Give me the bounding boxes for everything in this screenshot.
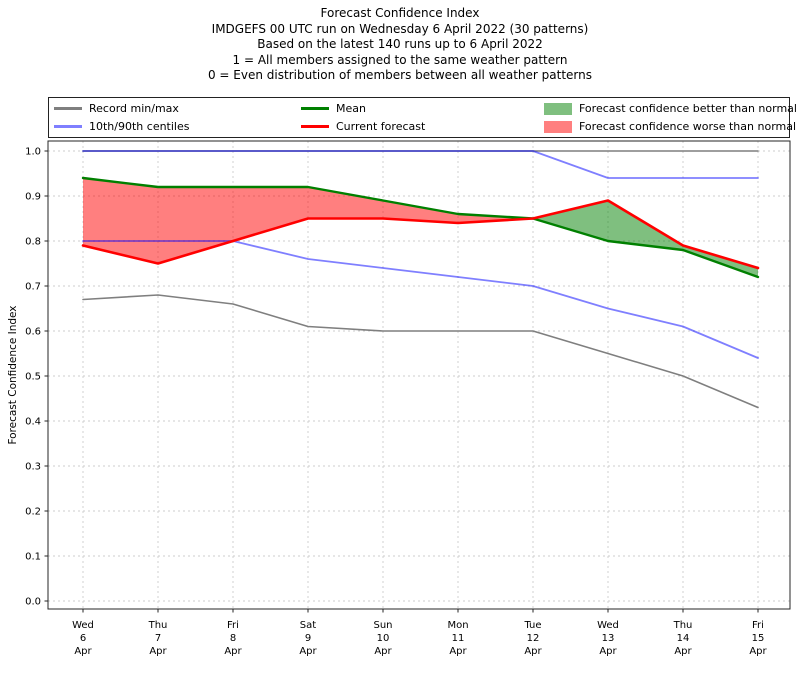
svg-text:Apr: Apr	[449, 646, 467, 657]
svg-text:Sun: Sun	[373, 620, 392, 631]
fill-better-than-normal	[533, 200, 758, 277]
svg-text:Thu: Thu	[673, 620, 693, 631]
svg-text:Thu: Thu	[148, 620, 168, 631]
svg-text:Apr: Apr	[599, 646, 617, 657]
chart-subtitle-scale-1: 1 = All members assigned to the same wea…	[232, 52, 568, 67]
series-record-min-line	[82, 294, 759, 409]
tick-marks	[44, 150, 759, 613]
svg-text:0.3: 0.3	[25, 462, 41, 473]
legend-item-mean: Mean	[301, 100, 366, 117]
svg-text:Sat: Sat	[300, 620, 316, 631]
svg-text:Apr: Apr	[149, 646, 167, 657]
svg-text:9: 9	[305, 633, 311, 644]
chart-subtitle-run: IMDGEFS 00 UTC run on Wednesday 6 April …	[211, 21, 589, 36]
legend-label-centiles: 10th/90th centiles	[89, 120, 190, 133]
svg-text:Apr: Apr	[74, 646, 92, 657]
fill-worse-than-normal	[83, 178, 533, 264]
svg-text:0.0: 0.0	[25, 597, 41, 608]
svg-text:15: 15	[752, 633, 765, 644]
svg-text:Fri: Fri	[752, 620, 764, 631]
svg-text:12: 12	[527, 633, 540, 644]
legend-label-mean: Mean	[336, 102, 366, 115]
svg-text:0.2: 0.2	[25, 507, 41, 518]
y-tick-labels: 0.0 0.1 0.2 0.3 0.4 0.5 0.6 0.7 0.8 0.9 1.0	[25, 147, 41, 608]
y-axis-label: Forecast Confidence Index	[7, 305, 19, 444]
legend-label-current-forecast: Current forecast	[336, 120, 426, 133]
svg-text:11: 11	[452, 633, 465, 644]
legend-item-current-forecast: Current forecast	[301, 118, 425, 135]
legend-label-worse-than-normal: Forecast confidence worse than normal	[579, 120, 797, 133]
svg-text:0.9: 0.9	[25, 192, 41, 203]
svg-text:Apr: Apr	[524, 646, 542, 657]
chart-title: Forecast Confidence Index	[320, 6, 480, 20]
better-than-normal-patch-swatch	[544, 102, 572, 115]
svg-text:Apr: Apr	[674, 646, 692, 657]
legend-item-better-than-normal: Forecast confidence better than normal	[544, 100, 797, 117]
legend-label-better-than-normal: Forecast confidence better than normal	[579, 102, 797, 115]
svg-text:Mon: Mon	[447, 620, 468, 631]
mean-line-swatch	[301, 107, 329, 110]
svg-text:8: 8	[230, 633, 236, 644]
svg-text:Apr: Apr	[299, 646, 317, 657]
record-minmax-line-swatch	[54, 107, 82, 110]
svg-text:1.0: 1.0	[25, 147, 41, 158]
legend-label-record-minmax: Record min/max	[89, 102, 179, 115]
svg-text:0.5: 0.5	[25, 372, 41, 383]
svg-text:0.6: 0.6	[25, 327, 41, 338]
svg-text:Wed: Wed	[597, 620, 619, 631]
svg-text:Fri: Fri	[227, 620, 239, 631]
legend-item-record-minmax: Record min/max	[54, 100, 179, 117]
chart-subtitle-scale-0: 0 = Even distribution of members between…	[207, 68, 593, 82]
svg-text:Apr: Apr	[749, 646, 767, 657]
svg-text:0.7: 0.7	[25, 282, 41, 293]
svg-text:Wed: Wed	[72, 620, 94, 631]
svg-text:6: 6	[80, 633, 86, 644]
legend: Record min/max 10th/90th centiles Mean C…	[48, 97, 797, 138]
svg-text:10: 10	[377, 633, 390, 644]
current-forecast-line-swatch	[301, 125, 329, 128]
svg-text:7: 7	[155, 633, 161, 644]
x-tick-labels: Wed 6 Apr Thu 7 Apr Fri 8 Apr Sat 9 Apr Sun 10 Apr Mon 1…	[72, 620, 767, 657]
series-current-forecast-line	[81, 199, 760, 270]
svg-text:14: 14	[677, 633, 690, 644]
series-90th-centile-line	[82, 150, 759, 179]
worse-than-normal-patch-swatch	[544, 120, 572, 133]
svg-text:Apr: Apr	[374, 646, 392, 657]
legend-item-centiles: 10th/90th centiles	[54, 118, 189, 135]
title-block: Forecast Confidence Index IMDGEFS 00 UTC…	[0, 6, 800, 84]
svg-text:0.4: 0.4	[25, 417, 41, 428]
plot-border	[47, 140, 791, 610]
svg-text:Tue: Tue	[523, 620, 541, 631]
series-mean-line	[81, 176, 760, 279]
svg-text:Apr: Apr	[224, 646, 242, 657]
legend-item-worse-than-normal: Forecast confidence worse than normal	[544, 118, 796, 135]
svg-text:0.8: 0.8	[25, 237, 41, 248]
series-10th-centile-line	[82, 240, 759, 359]
chart-subtitle-runs: Based on the latest 140 runs up to 6 Apr…	[257, 37, 543, 51]
svg-text:13: 13	[602, 633, 615, 644]
centiles-line-swatch	[54, 125, 82, 128]
svg-text:0.1: 0.1	[25, 552, 41, 563]
